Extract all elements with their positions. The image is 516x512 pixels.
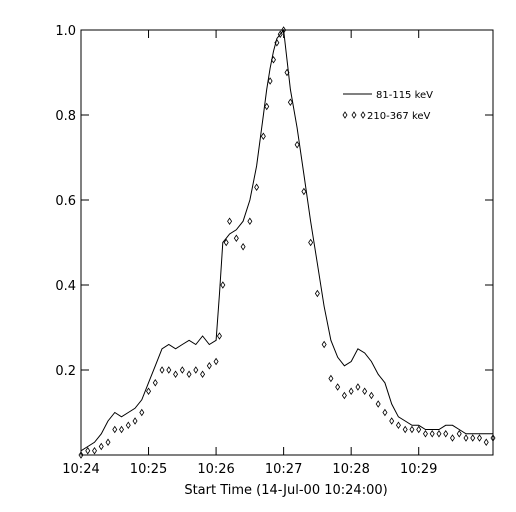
data-point (92, 447, 97, 455)
data-point (483, 438, 489, 446)
data-point (355, 383, 361, 391)
y-tick-label: 0.4 (55, 279, 76, 294)
data-point (267, 77, 273, 85)
data-point (294, 141, 300, 149)
data-point (368, 391, 374, 400)
legend: 81-115 keV 210-367 keV (342, 90, 433, 122)
series-layer (78, 26, 496, 459)
data-point (308, 238, 314, 247)
data-point (206, 362, 212, 370)
data-point (240, 243, 246, 251)
data-point (139, 408, 145, 417)
data-point (341, 391, 347, 400)
data-point (119, 425, 125, 434)
data-point (314, 289, 320, 298)
data-point (470, 434, 476, 442)
data-point (422, 430, 428, 438)
x-axis-title: Start Time (14-Jul-00 10:24:00) (184, 483, 387, 498)
data-point (328, 374, 334, 383)
data-point (416, 425, 422, 434)
y-axis: 0.2 0.4 0.6 0.8 1.0 (55, 24, 493, 379)
data-point (375, 400, 381, 408)
data-point (271, 56, 276, 64)
series-line-81-115-kev (80, 28, 493, 452)
data-point (409, 425, 415, 434)
y-tick-label: 0.6 (55, 194, 76, 209)
x-tick-label: 10:28 (332, 462, 369, 477)
data-point (287, 98, 293, 106)
data-point (105, 438, 111, 446)
data-point (490, 434, 496, 442)
data-point (264, 102, 270, 111)
data-point (456, 430, 462, 438)
legend-diamond (342, 111, 348, 119)
plot-frame (80, 29, 494, 456)
data-point (254, 183, 260, 191)
data-point (233, 234, 239, 242)
data-point (132, 417, 138, 425)
data-point (247, 217, 253, 225)
data-point (362, 387, 368, 395)
data-point (284, 68, 290, 77)
data-point (216, 332, 222, 340)
data-point (321, 340, 327, 349)
series-markers-210-367-kev (78, 26, 496, 459)
y-tick-label: 1.0 (55, 24, 76, 39)
data-point (186, 370, 192, 378)
data-point (179, 366, 185, 374)
data-point (402, 425, 408, 434)
data-point (335, 383, 341, 391)
data-point (173, 370, 179, 378)
data-point (429, 430, 435, 438)
x-tick-label: 10:26 (197, 462, 234, 477)
data-point (85, 447, 91, 455)
data-point (281, 26, 287, 34)
data-point (463, 434, 469, 442)
data-point (159, 366, 165, 374)
data-point (227, 217, 233, 225)
x-axis: 10:24 10:25 10:26 10:27 10:28 10:29 (62, 30, 437, 477)
data-point (193, 366, 199, 374)
data-point (389, 417, 395, 425)
data-point (220, 281, 226, 289)
data-point (146, 387, 152, 395)
data-point (274, 39, 280, 47)
legend-diamond-swatch (342, 111, 366, 119)
data-point (301, 187, 307, 196)
data-point (348, 387, 354, 395)
data-point (277, 30, 283, 38)
data-point (477, 434, 482, 442)
y-tick-label: 0.8 (55, 109, 76, 124)
x-tick-label: 10:27 (265, 462, 302, 477)
data-point (223, 238, 229, 247)
legend-label-210-367: 210-367 keV (367, 111, 431, 122)
y-tick-label: 0.2 (55, 364, 76, 379)
x-tick-label: 10:25 (130, 462, 167, 477)
data-point (260, 132, 266, 140)
data-point (213, 357, 219, 366)
data-point (78, 451, 84, 459)
x-tick-label: 10:29 (400, 462, 437, 477)
legend-diamond (351, 111, 357, 119)
data-point (112, 425, 118, 434)
data-point (98, 442, 104, 451)
legend-label-81-115: 81-115 keV (376, 90, 433, 101)
data-point (125, 421, 131, 429)
data-point (436, 430, 442, 438)
data-point (443, 430, 449, 438)
data-point (382, 408, 388, 417)
legend-diamond (360, 111, 366, 119)
data-point (152, 379, 158, 387)
data-point (200, 370, 206, 378)
x-tick-label: 10:24 (62, 462, 99, 477)
data-point (449, 434, 455, 442)
data-point (166, 366, 172, 374)
data-point (395, 421, 401, 429)
